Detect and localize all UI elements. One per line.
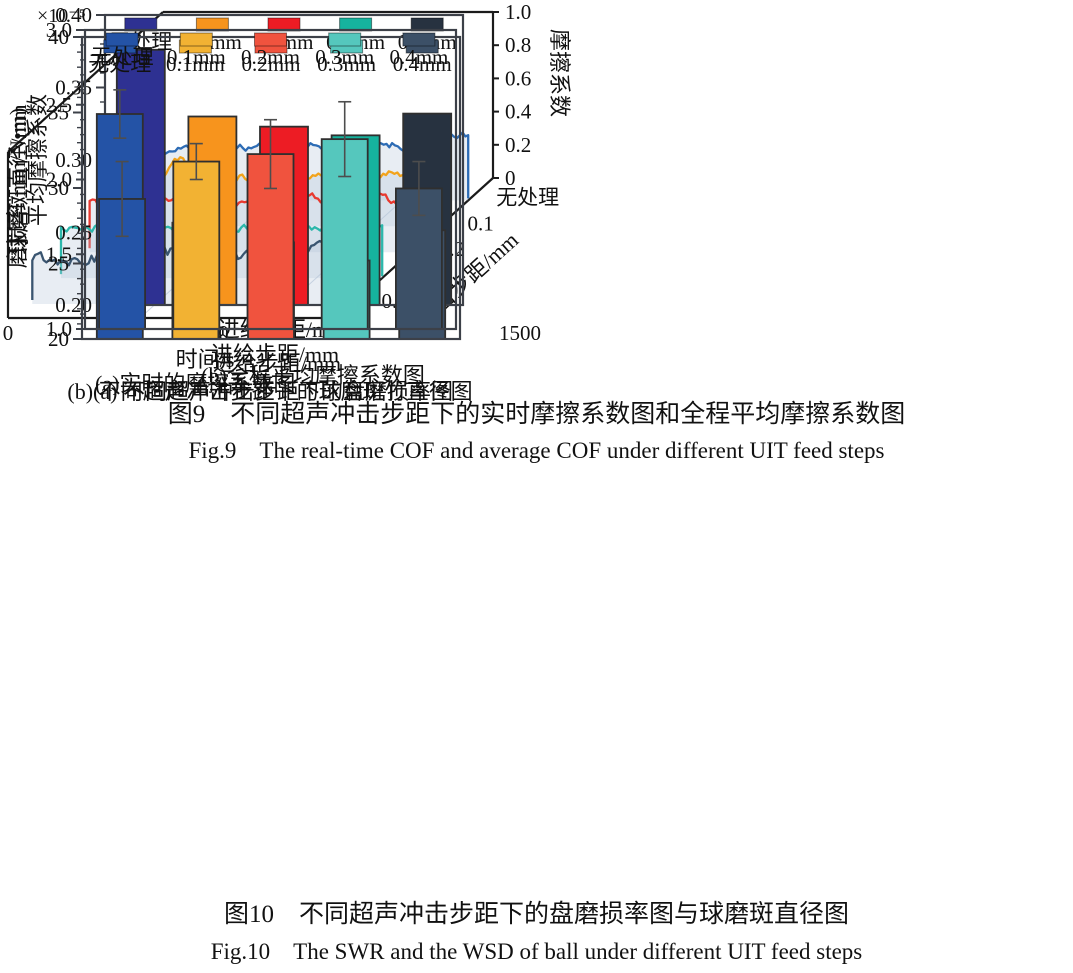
y-tick-label: 30 — [48, 176, 69, 200]
z-tick-label: 0.6 — [505, 66, 531, 90]
legend-label: 0.4mm — [393, 52, 452, 76]
z-tick-label: 1.0 — [505, 0, 531, 24]
y-tick-label: 1.5 — [46, 242, 72, 266]
z-tick-label: 0.8 — [505, 33, 531, 57]
subplot-caption: (b)全程平均摩擦系数图 — [201, 363, 425, 388]
x-axis-label: 时间/s — [176, 347, 235, 372]
error-bars — [115, 100, 426, 238]
bar-0.1mm — [172, 160, 221, 330]
legend-label: 0.4mm — [389, 45, 448, 69]
y-axis-multiplier: ×10⁻⁵ — [37, 5, 86, 27]
z-tick-label: 0.2 — [505, 133, 531, 157]
y-tick-label: 40 — [48, 25, 69, 49]
y-tick-label: 0.40 — [55, 3, 92, 27]
legend-swatch-无处理 — [105, 32, 139, 47]
plot-frame — [83, 28, 458, 331]
figure10-caption-zh: 图10 不同超声冲击步距下的盘磨损率图与球磨斑直径图 — [223, 901, 849, 928]
legend-label: 0.3mm — [317, 52, 376, 76]
y-tick-label: 2.5 — [46, 93, 72, 117]
y-tick-label: 3.0 — [46, 18, 72, 42]
y-tick-label: 20 — [48, 327, 69, 351]
subplot-caption: (a) 不同超声冲击步距下的盘磨损率图 — [93, 379, 453, 404]
subplot-caption: (b) 不同超声冲击步距下的球磨斑竹直径图 — [67, 379, 472, 404]
y-tick-label: 2.0 — [46, 168, 72, 192]
ball-wear-scar-diameter-bar-chart: 1.0 1.5 2.0 2.5 3.0 无处理 0.1mm 0.2mm 0.3mm 0.4mm 球磨… — [6, 18, 473, 404]
y-axis-ticks — [76, 29, 85, 330]
legend-swatch-0.3mm — [328, 32, 362, 47]
figure9-caption-zh: 图9 不同超声冲击步距下的实时摩擦系数图和全程平均摩擦系数图 — [167, 401, 906, 428]
z-tick-label: 0.4 — [505, 100, 532, 124]
x-tick-label: 1500 — [499, 321, 541, 345]
y-tick-label: 1.0 — [46, 317, 72, 341]
figure10-caption-en: Fig.10 The SWR and the WSD of ball under… — [210, 939, 863, 964]
legend-label: 0.2mm — [242, 52, 301, 76]
legend-label: 无处理 — [88, 52, 151, 76]
figure9-caption-en: Fig.9 The real-time COF and average COF … — [188, 438, 885, 463]
z-axis-label: 摩擦系数 — [547, 29, 572, 117]
depth-tick-label: 0.1 — [468, 211, 494, 235]
legend-label: 0.1mm — [166, 52, 225, 76]
x-axis-label: 进给步距/mm — [213, 351, 341, 376]
y-tick-label: 35 — [48, 101, 69, 125]
legend-label: 0.2mm — [241, 45, 300, 69]
z-tick-label: 0 — [505, 166, 516, 190]
legend-swatch-0.1mm — [179, 32, 213, 47]
legend-label: 0.1mm — [167, 45, 226, 69]
legend-swatch-0.2mm — [254, 32, 287, 47]
x-tick-label: 0 — [3, 321, 14, 345]
legend-label: 0.3mm — [315, 45, 374, 69]
legend-swatch-0.4mm — [402, 32, 436, 47]
legend-label: 无处理 — [91, 45, 154, 69]
depth-tick-label: 无处理 — [496, 185, 559, 209]
x-axis-label: 进给步距/mm — [211, 342, 339, 367]
y-axis-label: 球磨斑直径/mm — [6, 104, 31, 254]
y-tick-label: 25 — [48, 252, 69, 276]
y-axis-label: 平均摩擦系数 — [25, 94, 50, 226]
subplot-caption: (a)实时的摩擦系数图 — [95, 371, 295, 395]
y-axis-label: 磨损率/mm/N•m) — [5, 108, 30, 268]
